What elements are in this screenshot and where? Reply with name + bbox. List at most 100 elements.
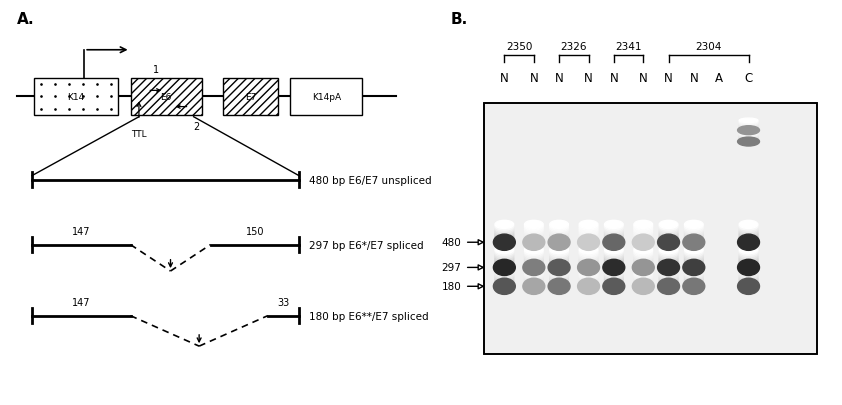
Ellipse shape <box>739 138 758 143</box>
Ellipse shape <box>659 247 678 256</box>
Ellipse shape <box>739 224 758 232</box>
Ellipse shape <box>739 230 758 239</box>
Ellipse shape <box>495 249 514 257</box>
Ellipse shape <box>550 226 568 234</box>
Ellipse shape <box>659 257 678 265</box>
Ellipse shape <box>659 275 678 283</box>
Ellipse shape <box>659 252 678 260</box>
Ellipse shape <box>495 268 514 276</box>
Ellipse shape <box>739 136 758 140</box>
Ellipse shape <box>659 273 678 281</box>
Ellipse shape <box>605 275 623 283</box>
Ellipse shape <box>685 256 703 264</box>
Ellipse shape <box>579 264 598 272</box>
Ellipse shape <box>634 265 653 273</box>
Ellipse shape <box>739 134 758 139</box>
Ellipse shape <box>605 229 623 237</box>
Ellipse shape <box>525 222 543 230</box>
Ellipse shape <box>739 139 758 143</box>
Ellipse shape <box>739 249 758 257</box>
Ellipse shape <box>579 281 598 289</box>
Ellipse shape <box>525 276 543 284</box>
Ellipse shape <box>739 232 758 240</box>
Ellipse shape <box>603 279 625 295</box>
Ellipse shape <box>659 227 678 235</box>
Ellipse shape <box>579 266 598 275</box>
Ellipse shape <box>685 262 703 270</box>
Ellipse shape <box>739 279 758 288</box>
Ellipse shape <box>579 232 598 240</box>
Text: 480: 480 <box>442 238 461 247</box>
Ellipse shape <box>739 262 758 270</box>
Text: 150: 150 <box>246 226 264 236</box>
Ellipse shape <box>634 264 653 272</box>
Ellipse shape <box>550 247 568 256</box>
Ellipse shape <box>634 235 653 243</box>
Ellipse shape <box>605 226 623 234</box>
Ellipse shape <box>495 229 514 237</box>
Ellipse shape <box>634 262 653 270</box>
Ellipse shape <box>579 257 598 265</box>
Ellipse shape <box>550 235 568 243</box>
Ellipse shape <box>495 222 514 230</box>
Ellipse shape <box>634 232 653 240</box>
Ellipse shape <box>685 283 703 291</box>
Ellipse shape <box>525 249 543 257</box>
Ellipse shape <box>495 239 514 247</box>
Ellipse shape <box>579 221 598 229</box>
Ellipse shape <box>495 259 514 267</box>
Ellipse shape <box>634 221 653 229</box>
Ellipse shape <box>685 266 703 275</box>
Ellipse shape <box>525 265 543 273</box>
Ellipse shape <box>685 257 703 265</box>
Ellipse shape <box>634 275 653 283</box>
Ellipse shape <box>685 246 703 254</box>
Ellipse shape <box>659 270 678 278</box>
Ellipse shape <box>605 273 623 281</box>
Ellipse shape <box>495 232 514 240</box>
Ellipse shape <box>550 256 568 264</box>
Ellipse shape <box>605 279 623 288</box>
Ellipse shape <box>579 249 598 257</box>
Ellipse shape <box>525 227 543 235</box>
Ellipse shape <box>739 235 758 243</box>
Ellipse shape <box>685 232 703 240</box>
Text: 2350: 2350 <box>506 42 532 52</box>
Ellipse shape <box>739 265 758 273</box>
Ellipse shape <box>550 229 568 237</box>
Ellipse shape <box>685 276 703 284</box>
Ellipse shape <box>550 281 568 289</box>
Ellipse shape <box>550 246 568 254</box>
Ellipse shape <box>683 260 705 276</box>
Bar <box>484 103 817 354</box>
Text: A.: A. <box>17 12 35 27</box>
Text: K14pA: K14pA <box>312 93 341 102</box>
Ellipse shape <box>658 234 679 251</box>
Ellipse shape <box>634 247 653 256</box>
Ellipse shape <box>685 235 703 243</box>
Ellipse shape <box>685 221 703 229</box>
Ellipse shape <box>605 230 623 239</box>
Text: N: N <box>639 72 647 85</box>
Ellipse shape <box>523 279 545 295</box>
Ellipse shape <box>579 275 598 283</box>
Ellipse shape <box>493 234 515 251</box>
Text: N: N <box>690 72 698 85</box>
Ellipse shape <box>634 246 653 254</box>
Ellipse shape <box>659 226 678 234</box>
Ellipse shape <box>739 222 758 230</box>
Ellipse shape <box>634 283 653 291</box>
Ellipse shape <box>495 254 514 262</box>
Text: 2326: 2326 <box>561 42 587 52</box>
Ellipse shape <box>739 122 758 126</box>
Ellipse shape <box>739 121 758 125</box>
Ellipse shape <box>685 278 703 286</box>
Ellipse shape <box>525 224 543 232</box>
Ellipse shape <box>739 237 758 245</box>
Ellipse shape <box>495 276 514 284</box>
Ellipse shape <box>550 254 568 262</box>
Ellipse shape <box>634 222 653 230</box>
Ellipse shape <box>685 247 703 256</box>
Ellipse shape <box>739 247 758 256</box>
Ellipse shape <box>739 256 758 264</box>
